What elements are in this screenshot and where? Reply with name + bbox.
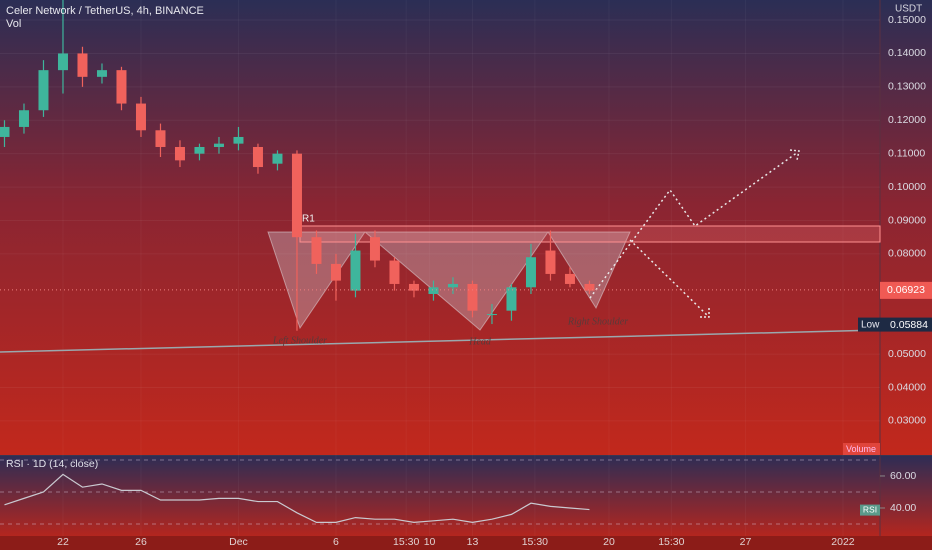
candle-body <box>18 110 29 127</box>
r1-label: R1 <box>302 214 315 225</box>
trend-line <box>0 329 881 353</box>
y-tick-label: 0.13000 <box>888 81 926 93</box>
last-price-badge <box>880 281 932 299</box>
y-tick-label: 0.10000 <box>888 181 926 193</box>
bull-projection <box>589 151 799 299</box>
last-price-label: 0.06923 <box>887 284 925 296</box>
y-tick-label: 0.03000 <box>888 415 926 427</box>
symbol-title: Celer Network / TetherUS, 4h, BINANCE <box>6 5 204 17</box>
x-tick-label: 20 <box>603 536 615 548</box>
low-badge <box>858 317 932 332</box>
resistance-zone <box>299 225 881 243</box>
left-shoulder-label: Left Shoulder <box>272 335 327 346</box>
rsi-title: RSI · 1D (14, close) <box>6 458 98 470</box>
arrow-head <box>789 149 800 161</box>
low-price-label: 0.05884 <box>890 319 928 331</box>
candle-body <box>135 103 146 131</box>
candle-body <box>291 153 302 238</box>
y-tick-label: 0.08000 <box>888 248 926 260</box>
rsi-pane <box>0 456 932 536</box>
y-tick-label: 0.11000 <box>888 147 925 159</box>
x-tick-label: 10 <box>424 536 436 548</box>
x-tick-label: 2022 <box>831 536 855 548</box>
candle-body <box>174 146 185 161</box>
candle-body <box>233 136 244 144</box>
x-tick-label: 13 <box>467 536 479 548</box>
candle-body <box>272 153 283 164</box>
x-tick-label: 6 <box>333 536 339 548</box>
vol-label: Vol <box>6 18 21 30</box>
candle-body <box>389 260 400 284</box>
time-axis <box>0 536 932 550</box>
candle-body <box>447 283 458 288</box>
candle-body <box>486 314 497 316</box>
y-tick-label: 0.15000 <box>888 14 926 26</box>
x-tick-label: 27 <box>740 536 752 548</box>
candle-body <box>311 237 322 264</box>
y-tick-label: 0.14000 <box>888 47 926 59</box>
y-tick-label: 0.09000 <box>888 214 926 226</box>
candle-body <box>408 283 419 291</box>
rsi-tick-label: 60.00 <box>890 470 916 482</box>
main-pane <box>0 0 932 455</box>
rsi-badge <box>860 504 880 516</box>
candle-body <box>564 273 575 284</box>
candle-body <box>57 53 68 71</box>
candle-body <box>0 126 10 137</box>
y-tick-label: 0.05000 <box>888 348 926 360</box>
volume-badge <box>843 443 880 455</box>
grid <box>0 19 885 509</box>
x-tick-label: 22 <box>57 536 69 548</box>
head-label: Head <box>468 336 492 347</box>
overlay: 0.06923 Low 0.05884 <box>0 281 932 332</box>
rsi-tick-label: 40.00 <box>890 502 916 514</box>
currency-label: USDT <box>895 4 922 15</box>
arrow-head <box>700 308 710 318</box>
candle-body <box>584 283 595 291</box>
y-tick-label: 0.12000 <box>888 114 926 126</box>
x-tick-label: Dec <box>229 536 248 548</box>
rsi-badge-label: RSI <box>863 504 877 514</box>
x-tick-label: 15:30 <box>522 536 548 548</box>
x-tick-label: 26 <box>135 536 147 548</box>
candle-body <box>213 143 224 147</box>
candle-body <box>194 146 205 154</box>
candle-body <box>252 146 263 168</box>
candle-body <box>116 70 127 104</box>
candle-body <box>77 53 88 77</box>
candle-body <box>506 287 517 311</box>
candles <box>0 0 595 331</box>
low-label: Low <box>861 320 880 331</box>
candle-body <box>155 130 166 147</box>
x-tick-label: 15:30 <box>658 536 684 548</box>
candle-body <box>525 257 536 288</box>
candle-body <box>330 263 341 281</box>
candle-body <box>369 237 380 261</box>
right-shoulder-label: Right Shoulder <box>567 316 628 327</box>
rsi-line <box>4 473 590 524</box>
y-tick-label: 0.04000 <box>888 381 926 393</box>
head-shoulders-shape <box>267 231 631 331</box>
candle-body <box>96 70 107 77</box>
x-tick-label: 15:30 <box>393 536 419 548</box>
candle-body <box>428 287 439 294</box>
candle-body <box>545 250 556 274</box>
candle-body <box>350 250 361 291</box>
candle-body <box>38 70 49 111</box>
candle-body <box>467 283 478 311</box>
bear-projection <box>629 239 709 317</box>
volume-badge-label: Volume <box>846 444 876 454</box>
